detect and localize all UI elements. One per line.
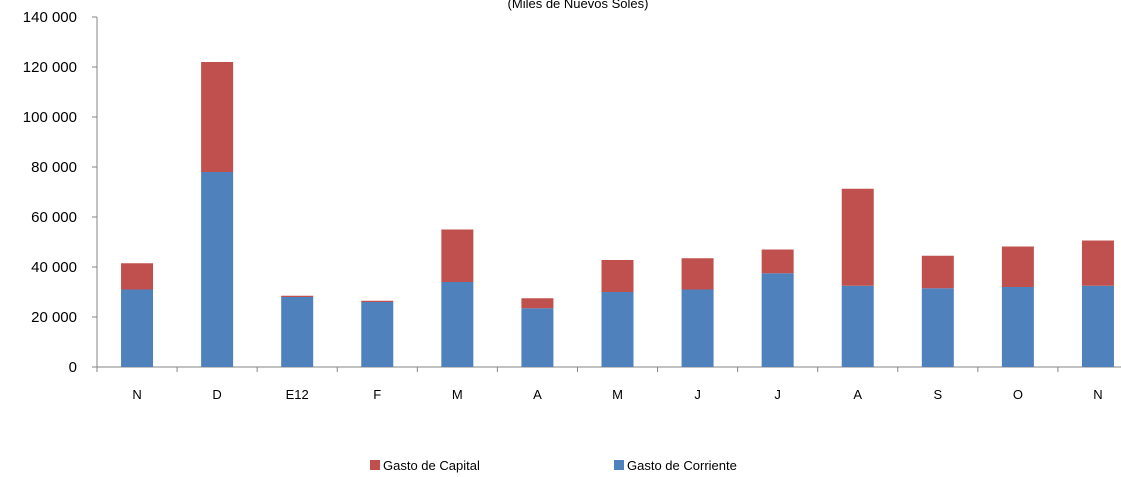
x-axis: N D E12 F M A M J J A S O N [96,366,1121,402]
y-tick-label: 100 000 [23,109,77,126]
bar-gasto-corriente [1001,287,1034,367]
bar-gasto-corriente [681,289,714,367]
x-tick-label: S [933,387,942,402]
bar-gasto-corriente [601,292,634,367]
bar-gasto-capital [361,300,394,302]
x-tick-label: N [1093,387,1102,402]
y-tick-label: 20 000 [31,309,77,326]
bar-gasto-capital [921,255,954,289]
bar-gasto-capital [1001,246,1034,287]
y-tick-label: 60 000 [31,209,77,226]
bar-gasto-capital [281,295,314,297]
x-tick-label: A [853,387,862,402]
bar-gasto-corriente [281,297,314,367]
bar-gasto-capital [601,260,634,292]
bar-gasto-capital [761,249,794,274]
x-tick-label: O [1013,387,1023,402]
bar-gasto-capital [681,258,714,290]
x-tick-label: D [212,387,221,402]
x-tick-label: F [373,387,381,402]
bars [121,62,1114,367]
bar-gasto-corriente [921,288,954,367]
y-tick-label: 140 000 [23,9,77,26]
bar-gasto-corriente [1081,285,1114,367]
bar-gasto-capital [201,62,234,172]
y-tick-label: 0 [69,359,77,376]
legend-swatch [370,460,380,470]
legend-label: Gasto de Capital [383,458,480,473]
legend-swatch [614,460,624,470]
x-tick-label: N [132,387,141,402]
x-tick-label: M [452,387,463,402]
y-tick-label: 80 000 [31,159,77,176]
chart-subtitle: (Miles de Nuevos Soles) [508,0,649,11]
y-axis: 0 20 000 40 000 60 000 80 000 100 000 120 000 1… [23,9,98,376]
y-tick-label: 120 000 [23,59,77,76]
bar-gasto-capital [1081,240,1114,286]
legend-label: Gasto de Corriente [627,458,737,473]
bar-gasto-corriente [521,308,554,367]
bar-gasto-corriente [761,273,794,367]
bar-gasto-corriente [121,289,154,367]
bar-gasto-capital [841,188,874,286]
y-tick-label: 40 000 [31,259,77,276]
legend: Gasto de Capital Gasto de Corriente [370,458,737,473]
bar-gasto-corriente [201,172,234,367]
bar-gasto-capital [121,263,154,290]
legend-item: Gasto de Capital [370,458,480,473]
bar-gasto-capital [441,229,474,282]
x-tick-label: E12 [286,387,309,402]
bar-gasto-corriente [361,302,394,367]
bar-gasto-corriente [441,282,474,367]
x-tick-label: M [612,387,623,402]
x-tick-label: J [694,387,701,402]
x-tick-label: J [774,387,781,402]
x-tick-label: A [533,387,542,402]
bar-gasto-corriente [841,285,874,367]
legend-item: Gasto de Corriente [614,458,737,473]
bar-gasto-capital [521,298,554,309]
